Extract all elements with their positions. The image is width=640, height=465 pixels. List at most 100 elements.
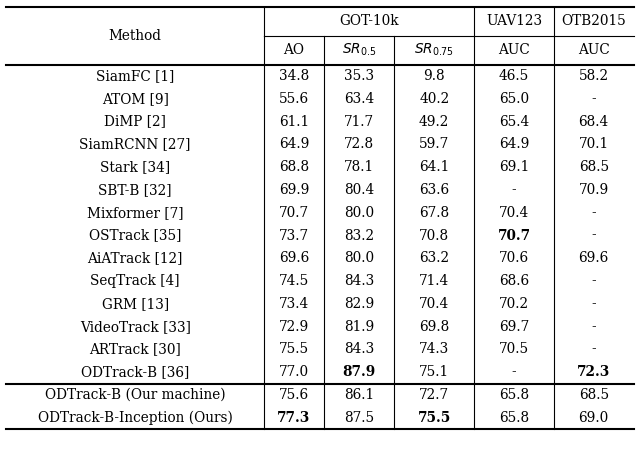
Text: 69.6: 69.6: [579, 251, 609, 266]
Text: 64.9: 64.9: [278, 137, 309, 152]
Text: 77.0: 77.0: [279, 365, 309, 379]
Text: 69.8: 69.8: [419, 319, 449, 334]
Text: 69.7: 69.7: [499, 319, 529, 334]
Text: 77.3: 77.3: [277, 411, 310, 425]
Text: 69.9: 69.9: [278, 183, 309, 197]
Text: 86.1: 86.1: [344, 388, 374, 402]
Text: 71.4: 71.4: [419, 274, 449, 288]
Text: 61.1: 61.1: [279, 114, 309, 129]
Text: 78.1: 78.1: [344, 160, 374, 174]
Text: 49.2: 49.2: [419, 114, 449, 129]
Text: GRM [13]: GRM [13]: [102, 297, 169, 311]
Text: ARTrack [30]: ARTrack [30]: [89, 342, 181, 357]
Text: 84.3: 84.3: [344, 274, 374, 288]
Text: SiamFC [1]: SiamFC [1]: [96, 69, 174, 83]
Text: -: -: [511, 183, 516, 197]
Text: 9.8: 9.8: [424, 69, 445, 83]
Text: 72.7: 72.7: [419, 388, 449, 402]
Text: Stark [34]: Stark [34]: [100, 160, 170, 174]
Text: 67.8: 67.8: [419, 206, 449, 220]
Text: OTB2015: OTB2015: [561, 14, 626, 28]
Text: -: -: [591, 206, 596, 220]
Text: 83.2: 83.2: [344, 228, 374, 243]
Text: 34.8: 34.8: [279, 69, 309, 83]
Text: 70.8: 70.8: [419, 228, 449, 243]
Text: Method: Method: [109, 29, 162, 43]
Text: 68.6: 68.6: [499, 274, 529, 288]
Text: AUC: AUC: [578, 43, 609, 57]
Text: 65.8: 65.8: [499, 411, 529, 425]
Text: SeqTrack [4]: SeqTrack [4]: [90, 274, 180, 288]
Text: 80.0: 80.0: [344, 206, 374, 220]
Text: 68.8: 68.8: [279, 160, 309, 174]
Text: -: -: [591, 228, 596, 243]
Text: AUC: AUC: [498, 43, 530, 57]
Text: 69.0: 69.0: [579, 411, 609, 425]
Text: 87.5: 87.5: [344, 411, 374, 425]
Text: 64.9: 64.9: [499, 137, 529, 152]
Text: 55.6: 55.6: [279, 92, 309, 106]
Text: 74.3: 74.3: [419, 342, 449, 357]
Text: UAV123: UAV123: [486, 14, 542, 28]
Text: 82.9: 82.9: [344, 297, 374, 311]
Text: $SR_{0.5}$: $SR_{0.5}$: [342, 42, 376, 59]
Text: DiMP [2]: DiMP [2]: [104, 114, 166, 129]
Text: 80.4: 80.4: [344, 183, 374, 197]
Text: 80.0: 80.0: [344, 251, 374, 266]
Text: 75.5: 75.5: [417, 411, 451, 425]
Text: 70.7: 70.7: [279, 206, 309, 220]
Text: 68.5: 68.5: [579, 160, 609, 174]
Text: 72.3: 72.3: [577, 365, 611, 379]
Text: 40.2: 40.2: [419, 92, 449, 106]
Text: 64.1: 64.1: [419, 160, 449, 174]
Text: -: -: [591, 319, 596, 334]
Text: -: -: [511, 365, 516, 379]
Text: 70.2: 70.2: [499, 297, 529, 311]
Text: 70.9: 70.9: [579, 183, 609, 197]
Text: 70.4: 70.4: [419, 297, 449, 311]
Text: Mixformer [7]: Mixformer [7]: [87, 206, 183, 220]
Text: 73.4: 73.4: [279, 297, 309, 311]
Text: 87.9: 87.9: [342, 365, 376, 379]
Text: 69.6: 69.6: [279, 251, 309, 266]
Text: 35.3: 35.3: [344, 69, 374, 83]
Text: 81.9: 81.9: [344, 319, 374, 334]
Text: 70.5: 70.5: [499, 342, 529, 357]
Text: 75.1: 75.1: [419, 365, 449, 379]
Text: AiATrack [12]: AiATrack [12]: [88, 251, 183, 266]
Text: VideoTrack [33]: VideoTrack [33]: [79, 319, 191, 334]
Text: 68.4: 68.4: [579, 114, 609, 129]
Text: 72.9: 72.9: [279, 319, 309, 334]
Text: ODTrack-B (Our machine): ODTrack-B (Our machine): [45, 388, 225, 402]
Text: GOT-10k: GOT-10k: [339, 14, 399, 28]
Text: 75.6: 75.6: [279, 388, 309, 402]
Text: 68.5: 68.5: [579, 388, 609, 402]
Text: 65.8: 65.8: [499, 388, 529, 402]
Text: 73.7: 73.7: [279, 228, 309, 243]
Text: 70.6: 70.6: [499, 251, 529, 266]
Text: 63.6: 63.6: [419, 183, 449, 197]
Text: 70.7: 70.7: [497, 228, 531, 243]
Text: ODTrack-B [36]: ODTrack-B [36]: [81, 365, 189, 379]
Text: -: -: [591, 297, 596, 311]
Text: -: -: [591, 342, 596, 357]
Text: 46.5: 46.5: [499, 69, 529, 83]
Text: 65.4: 65.4: [499, 114, 529, 129]
Text: 69.1: 69.1: [499, 160, 529, 174]
Text: 59.7: 59.7: [419, 137, 449, 152]
Text: 74.5: 74.5: [279, 274, 309, 288]
Text: 70.1: 70.1: [579, 137, 609, 152]
Text: -: -: [591, 92, 596, 106]
Text: 63.2: 63.2: [419, 251, 449, 266]
Text: $SR_{0.75}$: $SR_{0.75}$: [414, 42, 454, 59]
Text: OSTrack [35]: OSTrack [35]: [89, 228, 181, 243]
Text: -: -: [591, 274, 596, 288]
Text: SBT-B [32]: SBT-B [32]: [99, 183, 172, 197]
Text: SiamRCNN [27]: SiamRCNN [27]: [79, 137, 191, 152]
Text: 84.3: 84.3: [344, 342, 374, 357]
Text: AO: AO: [284, 43, 305, 57]
Text: 75.5: 75.5: [279, 342, 309, 357]
Text: 70.4: 70.4: [499, 206, 529, 220]
Text: 65.0: 65.0: [499, 92, 529, 106]
Text: 72.8: 72.8: [344, 137, 374, 152]
